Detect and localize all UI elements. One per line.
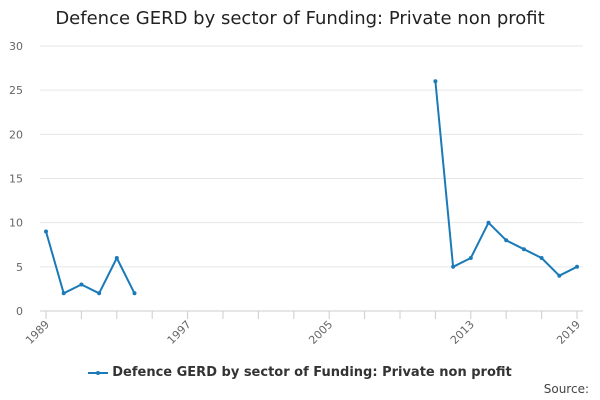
- x-tick-label: 2005: [306, 318, 335, 347]
- data-point: [44, 229, 48, 234]
- data-point: [433, 79, 438, 84]
- data-point: [79, 282, 84, 287]
- data-point: [486, 220, 491, 225]
- y-tick-label: 5: [16, 261, 23, 274]
- y-tick-label: 15: [9, 173, 23, 186]
- series-line: [45, 231, 136, 295]
- data-point: [557, 273, 562, 278]
- data-point: [114, 256, 119, 260]
- data-point: [132, 291, 137, 296]
- y-tick-label: 0: [16, 305, 23, 318]
- legend[interactable]: Defence GERD by sector of Funding: Priva…: [0, 365, 600, 380]
- chart-title: Defence GERD by sector of Funding: Priva…: [55, 8, 545, 29]
- x-tick-label: 2013: [448, 318, 477, 347]
- data-point: [97, 291, 102, 296]
- data-point: [451, 264, 456, 269]
- x-tick-label: 1997: [165, 318, 194, 347]
- data-point: [468, 256, 473, 260]
- source-label: Source:: [543, 382, 589, 396]
- data-point: [61, 291, 66, 296]
- x-tick-label: 1989: [23, 318, 52, 347]
- y-tick-label: 20: [9, 128, 23, 141]
- legend-series-marker: [88, 367, 109, 379]
- data-point: [539, 256, 544, 260]
- y-tick-label: 30: [9, 40, 23, 53]
- y-tick-label: 10: [9, 217, 23, 230]
- x-tick-label: 2019: [554, 318, 583, 347]
- data-point: [504, 238, 509, 243]
- data-point: [575, 264, 579, 269]
- data-point: [521, 247, 526, 252]
- legend-series-label: Defence GERD by sector of Funding: Priva…: [112, 365, 512, 380]
- y-tick-label: 25: [9, 84, 23, 97]
